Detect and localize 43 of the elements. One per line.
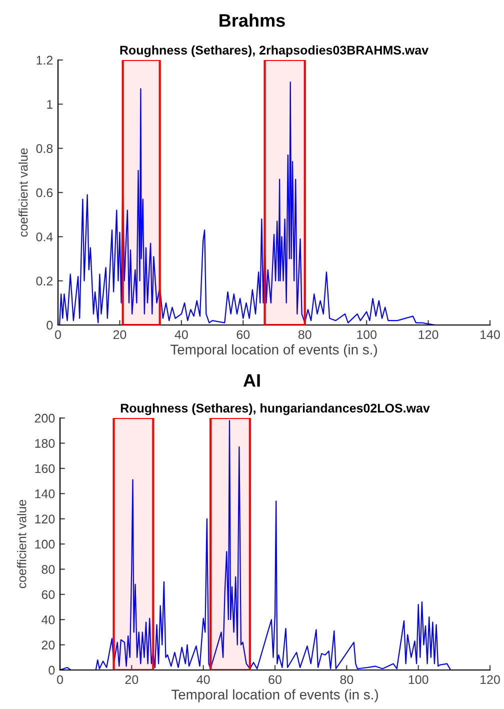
y-tick-label: 0.2 [36,276,53,286]
x-tick-label: 80 [340,675,354,684]
y-tick-label: 20 [42,640,55,650]
y-tick-label: 0 [46,320,53,330]
x-tick-label: 20 [113,330,126,340]
y-tick-label: 1.2 [36,56,53,65]
chart-subtitle: Roughness (Sethares), 2rhapsodies03BRAHMS.wav [120,45,429,58]
y-tick-label: 60 [42,590,55,600]
line-series [60,420,452,670]
x-tick-label: 100 [408,675,428,684]
y-tick-label: 0 [48,666,55,675]
line-series [58,82,436,325]
chart-title: AI [243,374,260,387]
y-tick-label: 160 [35,464,55,474]
x-tick-label: 60 [236,330,250,340]
x-tick-label: 60 [268,675,282,684]
x-tick-label: 100 [357,330,377,340]
x-tick-label: 20 [125,675,138,684]
x-tick-label: 40 [174,330,188,340]
x-tick-label: 0 [57,675,63,684]
x-axis-title: Temporal location of events (in s.) [171,689,378,702]
x-tick-label: 120 [418,330,438,340]
y-tick-label: 0.4 [36,232,53,242]
y-tick-label: 200 [34,414,55,423]
y-tick-label: 0.6 [36,188,53,198]
y-tick-label: 80 [42,565,55,574]
x-axis-title: Temporal location of events (in s.) [170,344,377,358]
x-tick-label: 0 [55,330,61,340]
y-tick-label: 120 [35,514,55,524]
y-tick-label: 1 [47,100,53,109]
y-axis-title: coefficient value [18,148,28,237]
y-axis-title: coefficient value [17,500,26,588]
y-tick-label: 40 [42,615,55,624]
x-tick-label: 40 [196,675,210,684]
x-tick-label: 140 [480,330,500,340]
y-tick-label: 100 [35,540,55,549]
x-tick-label: 120 [480,675,500,684]
x-tick-label: 80 [298,330,312,340]
chart-subtitle: Roughness (Sethares), hungariandances02LOS.wav [120,403,430,416]
y-tick-label: 0.8 [36,144,53,153]
y-tick-label: 140 [35,489,55,498]
y-tick-label: 180 [35,439,55,448]
chart-title: Brahms [220,14,285,27]
